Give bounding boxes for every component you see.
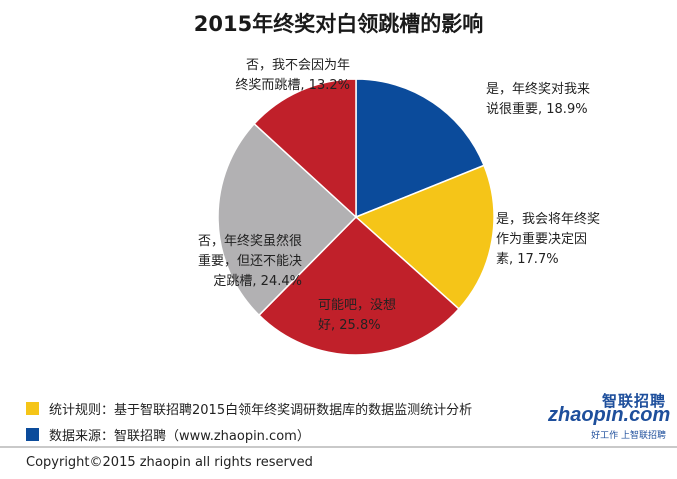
chart-title: 2015年终奖对白领跳槽的影响 xyxy=(193,12,484,36)
slice-label-maybe: 可能吧，没想 好, 25.8% xyxy=(318,298,397,333)
pie-slice-important xyxy=(355,78,485,219)
logo-english-name: zhaopin.com xyxy=(548,404,671,426)
legend-text-source: 数据来源：智联招聘（www.zhaopin.com） xyxy=(49,429,310,444)
pie-slice-decisive-factor xyxy=(354,164,495,310)
pie-chart xyxy=(217,78,495,356)
pie-slice-maybe xyxy=(257,215,460,356)
slice-label-decisive-factor: 是，我会将年终奖 作为重要决定因 素, 17.7% xyxy=(496,212,601,267)
slice-label-no: 否，我不会因为年 终奖而跳槽, 13.2% xyxy=(235,58,350,93)
copyright-text: Copyright©2015 zhaopin all rights reserv… xyxy=(26,455,313,470)
legend-row-rule: 统计规则：基于智联招聘2015白领年终奖调研数据库的数据监测统计分析 xyxy=(26,399,472,418)
legend-row-source: 数据来源：智联招聘（www.zhaopin.com） xyxy=(26,425,310,444)
slice-label-important-but-not-decisive: 否，年终奖虽然很 重要，但还不能决 定跳槽, 24.4% xyxy=(197,234,302,289)
footer-divider xyxy=(0,446,677,448)
legend-swatch-blue xyxy=(26,428,39,441)
legend-swatch-yellow xyxy=(26,402,39,415)
logo-tagline: 好工作 上智联招聘 xyxy=(591,431,666,441)
slice-label-important: 是，年终奖对我来 说很重要, 18.9% xyxy=(486,82,591,117)
zhaopin-logo: 智联招聘 zhaopin.com 好工作 上智联招聘 xyxy=(548,390,670,442)
legend-text-rule: 统计规则：基于智联招聘2015白领年终奖调研数据库的数据监测统计分析 xyxy=(49,403,473,418)
pie-slice-important-but-not-decisive xyxy=(217,122,358,317)
pie-slice-no xyxy=(253,78,357,219)
logo-chinese-name: 智联招聘 xyxy=(601,392,666,410)
